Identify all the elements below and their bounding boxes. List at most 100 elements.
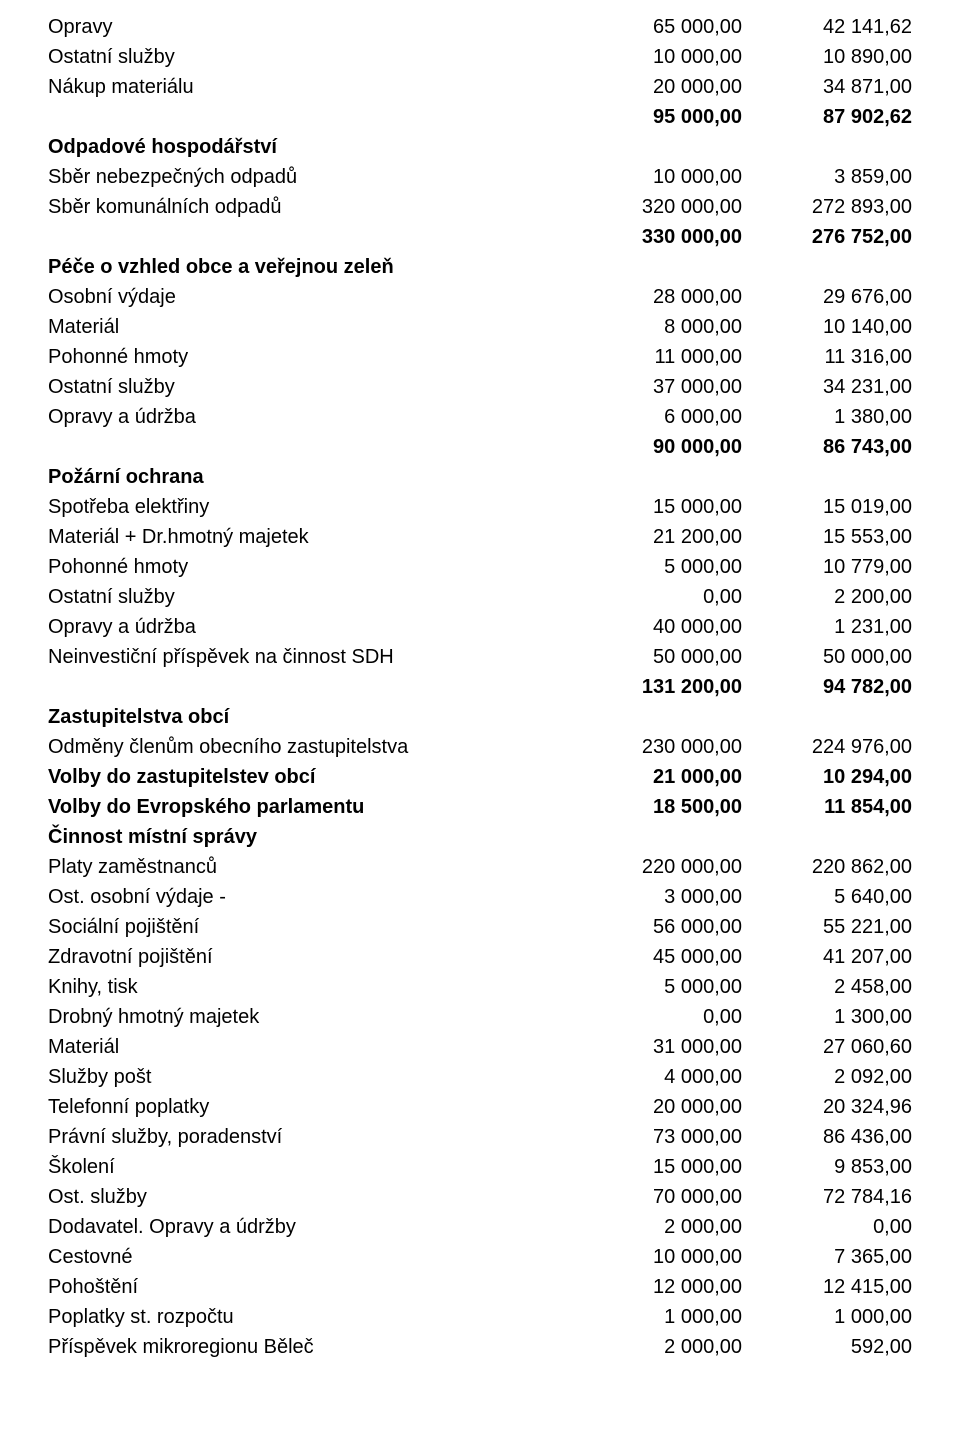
row-amount-2: 20 324,96 [742,1092,912,1122]
row-amount-2: 34 231,00 [742,372,912,402]
row-amount-1: 95 000,00 [572,102,742,132]
row-amount-1: 73 000,00 [572,1122,742,1152]
table-row: Ost. osobní výdaje -3 000,005 640,00 [48,882,912,912]
row-amount-2: 7 365,00 [742,1242,912,1272]
table-row: Materiál + Dr.hmotný majetek21 200,0015 … [48,522,912,552]
table-row: Opravy a údržba40 000,001 231,00 [48,612,912,642]
row-amount-2: 3 859,00 [742,162,912,192]
row-label: Materiál [48,1032,572,1062]
row-amount-1: 20 000,00 [572,1092,742,1122]
row-amount-2: 34 871,00 [742,72,912,102]
row-label: Sociální pojištění [48,912,572,942]
table-row: Volby do Evropského parlamentu18 500,001… [48,792,912,822]
table-row: Ostatní služby37 000,0034 231,00 [48,372,912,402]
row-label: Drobný hmotný majetek [48,1002,572,1032]
row-label: Sběr nebezpečných odpadů [48,162,572,192]
row-amount-1: 15 000,00 [572,1152,742,1182]
row-amount-1: 70 000,00 [572,1182,742,1212]
row-amount-2: 1 300,00 [742,1002,912,1032]
row-label: Zdravotní pojištění [48,942,572,972]
row-amount-2: 10 779,00 [742,552,912,582]
row-amount-2: 94 782,00 [742,672,912,702]
row-label: Telefonní poplatky [48,1092,572,1122]
row-label: Příspěvek mikroregionu Běleč [48,1332,572,1362]
table-row: Spotřeba elektřiny15 000,0015 019,00 [48,492,912,522]
row-label: Nákup materiálu [48,72,572,102]
row-amount-2: 11 854,00 [742,792,912,822]
table-row: Poplatky st. rozpočtu1 000,001 000,00 [48,1302,912,1332]
row-amount-1: 12 000,00 [572,1272,742,1302]
row-amount-1: 1 000,00 [572,1302,742,1332]
table-row: Právní služby, poradenství73 000,0086 43… [48,1122,912,1152]
row-label: Ost. služby [48,1182,572,1212]
row-amount-1: 0,00 [572,582,742,612]
table-row: Drobný hmotný majetek0,001 300,00 [48,1002,912,1032]
row-amount-2: 9 853,00 [742,1152,912,1182]
row-amount-2: 2 200,00 [742,582,912,612]
table-row: Zdravotní pojištění45 000,0041 207,00 [48,942,912,972]
row-label: Volby do zastupitelstev obcí [48,762,572,792]
table-row: Pohonné hmoty11 000,0011 316,00 [48,342,912,372]
row-amount-2: 276 752,00 [742,222,912,252]
row-amount-2: 86 436,00 [742,1122,912,1152]
row-amount-1: 0,00 [572,1002,742,1032]
row-amount-1: 5 000,00 [572,552,742,582]
row-amount-1: 320 000,00 [572,192,742,222]
row-label: Sběr komunálních odpadů [48,192,572,222]
table-row: Péče o vzhled obce a veřejnou zeleň [48,252,912,282]
row-label: Odpadové hospodářství [48,132,572,162]
row-label: Knihy, tisk [48,972,572,1002]
row-amount-1: 6 000,00 [572,402,742,432]
table-row: Sociální pojištění56 000,0055 221,00 [48,912,912,942]
row-amount-1: 220 000,00 [572,852,742,882]
row-label: Požární ochrana [48,462,572,492]
row-amount-1: 3 000,00 [572,882,742,912]
table-row: Opravy a údržba6 000,001 380,00 [48,402,912,432]
row-label: Ost. osobní výdaje - [48,882,572,912]
row-amount-1: 50 000,00 [572,642,742,672]
row-amount-1: 10 000,00 [572,1242,742,1272]
table-row: Dodavatel. Opravy a údržby2 000,000,00 [48,1212,912,1242]
row-amount-1: 18 500,00 [572,792,742,822]
row-amount-2: 87 902,62 [742,102,912,132]
row-label: Opravy a údržba [48,402,572,432]
table-row: 330 000,00276 752,00 [48,222,912,252]
table-row: Odpadové hospodářství [48,132,912,162]
row-amount-1: 131 200,00 [572,672,742,702]
table-row: 131 200,0094 782,00 [48,672,912,702]
row-label: Materiál [48,312,572,342]
table-row: Ostatní služby0,002 200,00 [48,582,912,612]
table-row: Odměny členům obecního zastupitelstva230… [48,732,912,762]
table-row: Cestovné10 000,007 365,00 [48,1242,912,1272]
row-label: Neinvestiční příspěvek na činnost SDH [48,642,572,672]
row-amount-2: 27 060,60 [742,1032,912,1062]
table-row: Ostatní služby10 000,0010 890,00 [48,42,912,72]
row-amount-1: 65 000,00 [572,12,742,42]
row-label: Pohoštění [48,1272,572,1302]
table-row: Příspěvek mikroregionu Běleč2 000,00592,… [48,1332,912,1362]
row-label: Volby do Evropského parlamentu [48,792,572,822]
row-amount-2: 1 000,00 [742,1302,912,1332]
row-label: Opravy [48,12,572,42]
row-amount-1: 15 000,00 [572,492,742,522]
table-row: Požární ochrana [48,462,912,492]
row-amount-1: 4 000,00 [572,1062,742,1092]
table-row: Platy zaměstnanců220 000,00220 862,00 [48,852,912,882]
row-amount-2: 224 976,00 [742,732,912,762]
table-row: Sběr komunálních odpadů320 000,00272 893… [48,192,912,222]
row-amount-2: 5 640,00 [742,882,912,912]
row-amount-1: 31 000,00 [572,1032,742,1062]
row-amount-2: 15 019,00 [742,492,912,522]
row-amount-1: 37 000,00 [572,372,742,402]
row-amount-1: 10 000,00 [572,42,742,72]
row-label: Služby pošt [48,1062,572,1092]
row-amount-2: 15 553,00 [742,522,912,552]
table-row: Pohoštění12 000,0012 415,00 [48,1272,912,1302]
table-row: Neinvestiční příspěvek na činnost SDH50 … [48,642,912,672]
row-amount-2: 42 141,62 [742,12,912,42]
row-label: Dodavatel. Opravy a údržby [48,1212,572,1242]
row-amount-1: 20 000,00 [572,72,742,102]
row-amount-2: 11 316,00 [742,342,912,372]
row-amount-2: 72 784,16 [742,1182,912,1212]
table-row: Knihy, tisk5 000,002 458,00 [48,972,912,1002]
